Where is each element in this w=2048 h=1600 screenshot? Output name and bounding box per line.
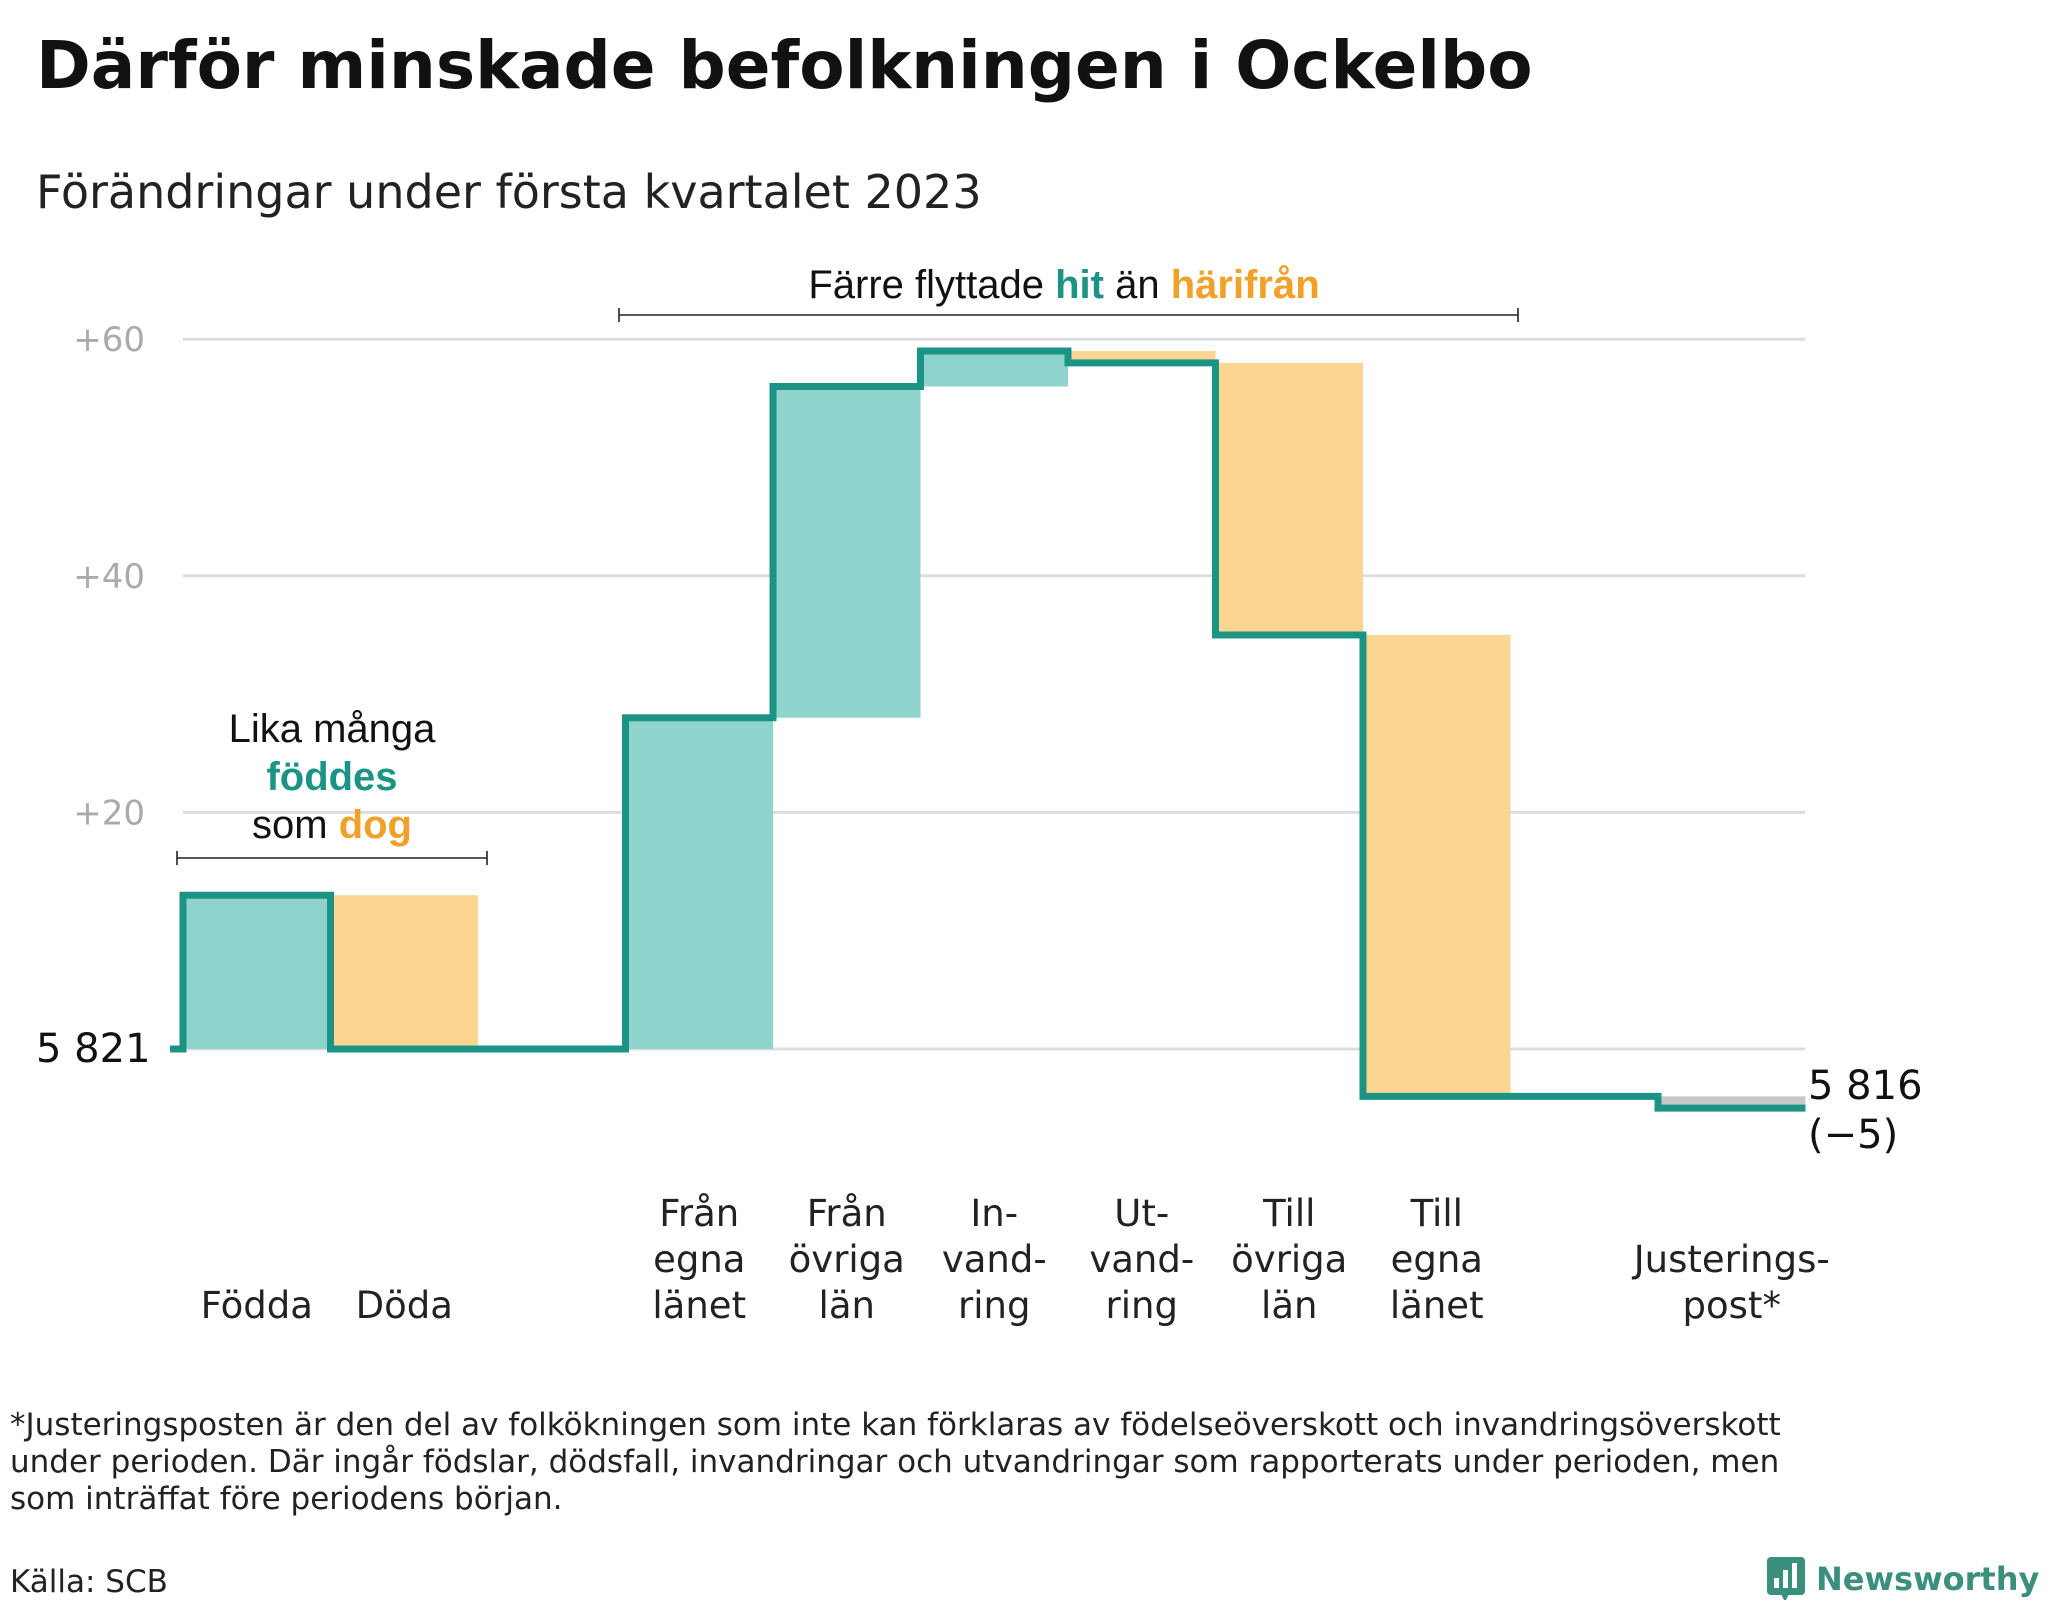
- waterfall-bar: [773, 386, 921, 718]
- category-label: Till: [1410, 1192, 1463, 1235]
- chart-title: Därför minskade befolkningen i Ockelbo: [36, 27, 1533, 104]
- category-label: egna: [1391, 1238, 1483, 1281]
- annotation-word-from-here: härifrån: [1171, 263, 1320, 307]
- annotation-births-deaths: Lika många föddes som dog: [176, 707, 488, 865]
- source-label: Källa: SCB: [10, 1564, 168, 1600]
- category-label: län: [819, 1284, 875, 1327]
- chart-subtitle: Förändringar under första kvartalet 2023: [36, 165, 982, 219]
- y-tick-label: +40: [73, 557, 145, 597]
- gridlines: [183, 337, 1805, 1051]
- footnote-line-2: under perioden. Där ingår födslar, dödsf…: [10, 1444, 1779, 1480]
- brand-logo: Newsworthy: [1767, 1557, 2040, 1600]
- end-change-label: (−5): [1808, 1112, 1898, 1158]
- waterfall-bar: [1068, 351, 1216, 363]
- category-label: egna: [653, 1238, 745, 1281]
- annotation-births-deaths-line1: Lika många: [229, 707, 437, 751]
- category-label: post*: [1683, 1284, 1781, 1327]
- bar-chart-icon: [1767, 1557, 1805, 1600]
- category-label: Justerings-: [1632, 1238, 1830, 1281]
- annotation-migration-prefix: Färre flyttade: [808, 263, 1044, 307]
- brand-name: Newsworthy: [1816, 1560, 2040, 1598]
- waterfall-bar: [1658, 1096, 1806, 1109]
- bars: [183, 351, 1806, 1109]
- annotation-word-som: som: [252, 803, 328, 847]
- annotation-word-died: dog: [339, 803, 412, 847]
- footnote: *Justeringsposten är den del av folkökni…: [10, 1407, 1781, 1517]
- annotation-births-deaths-line3: som dog: [252, 803, 412, 847]
- category-labels: Födda DödaFrånegnalänetFrånövrigalänIn-va…: [201, 1192, 1830, 1327]
- end-value-label: 5 816: [1808, 1063, 1923, 1109]
- category-label: Från: [807, 1192, 887, 1235]
- waterfall-bar: [183, 895, 331, 1049]
- category-label: vand-: [1089, 1238, 1194, 1281]
- category-label: ring: [958, 1284, 1030, 1327]
- waterfall-bar: [1215, 362, 1363, 635]
- category-label: länet: [1390, 1284, 1484, 1327]
- waterfall-bar: [330, 895, 478, 1049]
- category-label: ring: [1106, 1284, 1178, 1327]
- category-label: Döda: [356, 1284, 453, 1327]
- y-tick-label: +20: [73, 793, 145, 833]
- category-label: län: [1261, 1284, 1317, 1327]
- category-label: länet: [652, 1284, 746, 1327]
- waterfall-bar: [920, 351, 1068, 387]
- start-value-label: 5 821: [36, 1026, 151, 1072]
- y-tick-labels: +20 +40 +60: [73, 320, 145, 833]
- category-label: övriga: [789, 1238, 905, 1281]
- annotation-migration-text: Färre flyttade hit än härifrån: [808, 263, 1319, 307]
- annotation-migration: Färre flyttade hit än härifrån: [618, 263, 1519, 322]
- waterfall-bar: [1363, 634, 1511, 1097]
- category-label: Födda: [201, 1284, 313, 1327]
- category-label: vand-: [942, 1238, 1047, 1281]
- y-tick-label: +60: [73, 320, 145, 360]
- annotation-word-born: föddes: [266, 755, 397, 799]
- category-label: In-: [970, 1192, 1018, 1235]
- footnote-line-3: som inträffat före periodens början.: [10, 1481, 563, 1517]
- annotation-word-than: än: [1115, 263, 1160, 307]
- category-label: Till: [1262, 1192, 1315, 1235]
- footnote-line-1: *Justeringsposten är den del av folkökni…: [10, 1407, 1781, 1443]
- category-label: övriga: [1231, 1238, 1347, 1281]
- annotation-word-here: hit: [1055, 263, 1104, 307]
- category-label: Från: [659, 1192, 739, 1235]
- running-total-line: [170, 347, 1806, 1112]
- category-label: Ut-: [1114, 1192, 1169, 1235]
- waterfall-bar: [625, 717, 773, 1049]
